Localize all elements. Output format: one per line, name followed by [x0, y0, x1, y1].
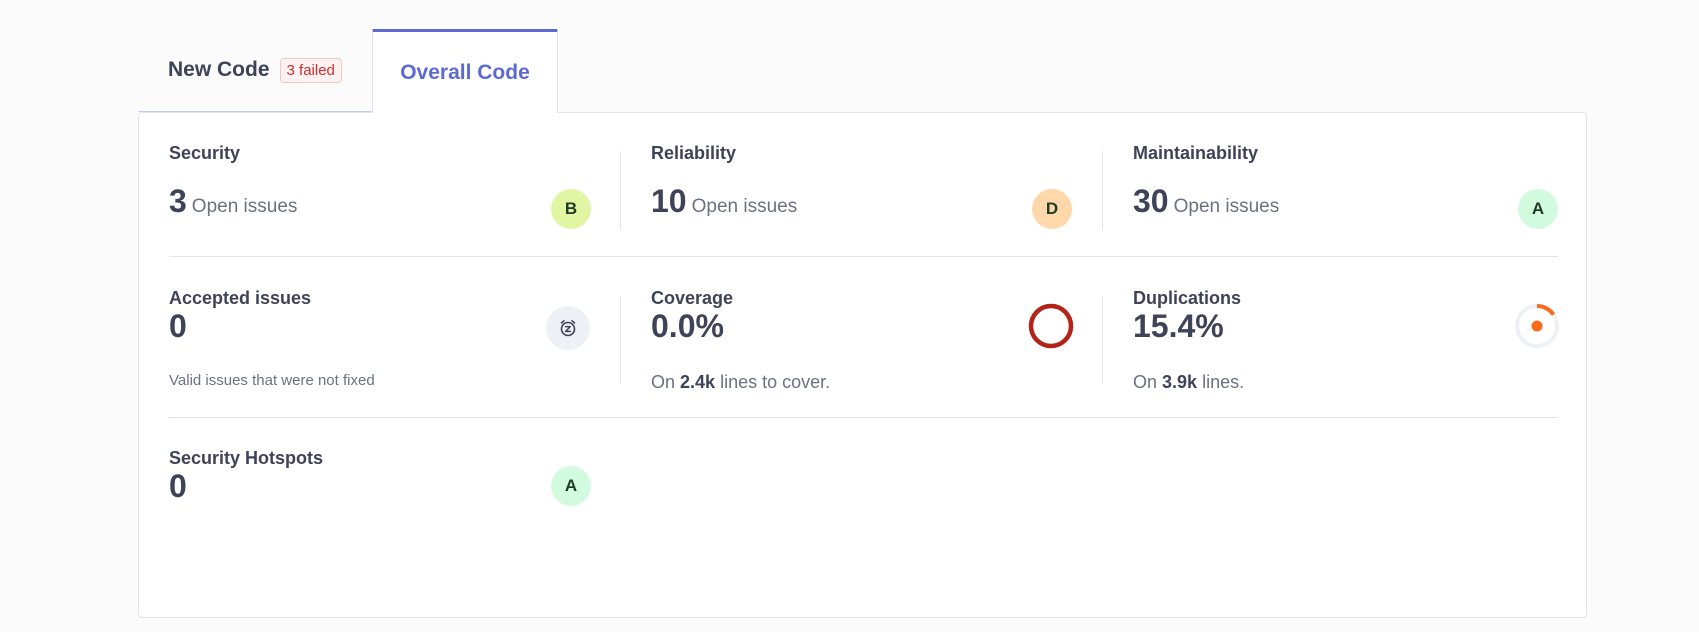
coverage-lines[interactable]: 2.4k: [680, 372, 716, 392]
maintainability-metric[interactable]: Maintainability 30 Open issues A: [1133, 143, 1558, 233]
reliability-title: Reliability: [651, 143, 737, 163]
reliability-rating: D: [1032, 189, 1072, 229]
coverage-donut: [1028, 303, 1074, 349]
duplications-subtext: On 3.9k lines.: [1133, 372, 1244, 393]
tab-new-code[interactable]: New Code 3 failed: [138, 29, 372, 112]
tab-overall-code[interactable]: Overall Code: [372, 29, 558, 113]
maintainability-rating: A: [1518, 189, 1558, 229]
coverage-value[interactable]: 0.0%: [651, 308, 724, 344]
tab-overall-code-label: Overall Code: [400, 60, 530, 84]
reliability-unit: Open issues: [691, 196, 798, 217]
security-value-row: 3 Open issues: [169, 183, 297, 220]
accepted-issues-metric: Accepted issues 0 Valid issues that were…: [169, 288, 590, 389]
maintainability-value[interactable]: 30: [1133, 183, 1169, 219]
row-divider: [169, 417, 1558, 418]
divider: [1102, 151, 1103, 230]
hotspots-value[interactable]: 0: [169, 468, 187, 504]
coverage-title: Coverage: [651, 288, 734, 308]
coverage-sub-prefix: On: [651, 372, 676, 392]
security-value[interactable]: 3: [169, 183, 187, 219]
alarm-snooze-icon: [546, 306, 590, 350]
duplications-sub-prefix: On: [1133, 372, 1158, 392]
duplications-sub-suffix: lines.: [1202, 372, 1245, 392]
coverage-subtext: On 2.4k lines to cover.: [651, 372, 830, 393]
divider: [620, 151, 621, 230]
duplications-donut: [1515, 304, 1559, 348]
hotspots-title: Security Hotspots: [169, 448, 324, 468]
hotspots-rating: A: [551, 466, 591, 506]
security-title: Security: [169, 143, 241, 163]
duplications-metric: Duplications 15.4% On 3.9k lines.: [1133, 288, 1559, 392]
accepted-value[interactable]: 0: [169, 308, 187, 344]
failed-badge: 3 failed: [279, 57, 342, 83]
tab-new-code-label: New Code: [168, 58, 270, 81]
divider: [1102, 296, 1103, 384]
code-tabs: New Code 3 failed Overall Code: [138, 29, 1588, 113]
reliability-metric[interactable]: Reliability 10 Open issues D: [651, 143, 1072, 233]
security-unit: Open issues: [191, 196, 298, 217]
reliability-value[interactable]: 10: [651, 183, 687, 219]
coverage-ring: [1028, 303, 1074, 349]
duplications-arc: [1536, 304, 1556, 316]
maintainability-title: Maintainability: [1133, 143, 1259, 163]
duplications-value[interactable]: 15.4%: [1133, 308, 1224, 344]
duplications-lines[interactable]: 3.9k: [1162, 372, 1198, 392]
coverage-metric: Coverage 0.0% On 2.4k lines to cover.: [651, 288, 1074, 392]
security-metric[interactable]: Security 3 Open issues B: [169, 143, 591, 233]
row-divider: [169, 256, 1558, 257]
reliability-value-row: 10 Open issues: [651, 183, 797, 220]
coverage-sub-suffix: lines to cover.: [720, 372, 831, 392]
accepted-note: Valid issues that were not fixed: [169, 372, 375, 389]
security-hotspots-metric: Security Hotspots 0 A: [169, 448, 591, 528]
security-rating: B: [551, 189, 591, 229]
metrics-card: Security 3 Open issues B Reliability 10 Op…: [138, 112, 1587, 618]
accepted-title: Accepted issues: [169, 288, 312, 308]
maintainability-unit: Open issues: [1173, 196, 1280, 217]
divider: [620, 296, 621, 384]
duplications-title: Duplications: [1133, 288, 1242, 308]
maintainability-value-row: 30 Open issues: [1133, 183, 1279, 220]
duplications-dot: [1531, 320, 1543, 332]
